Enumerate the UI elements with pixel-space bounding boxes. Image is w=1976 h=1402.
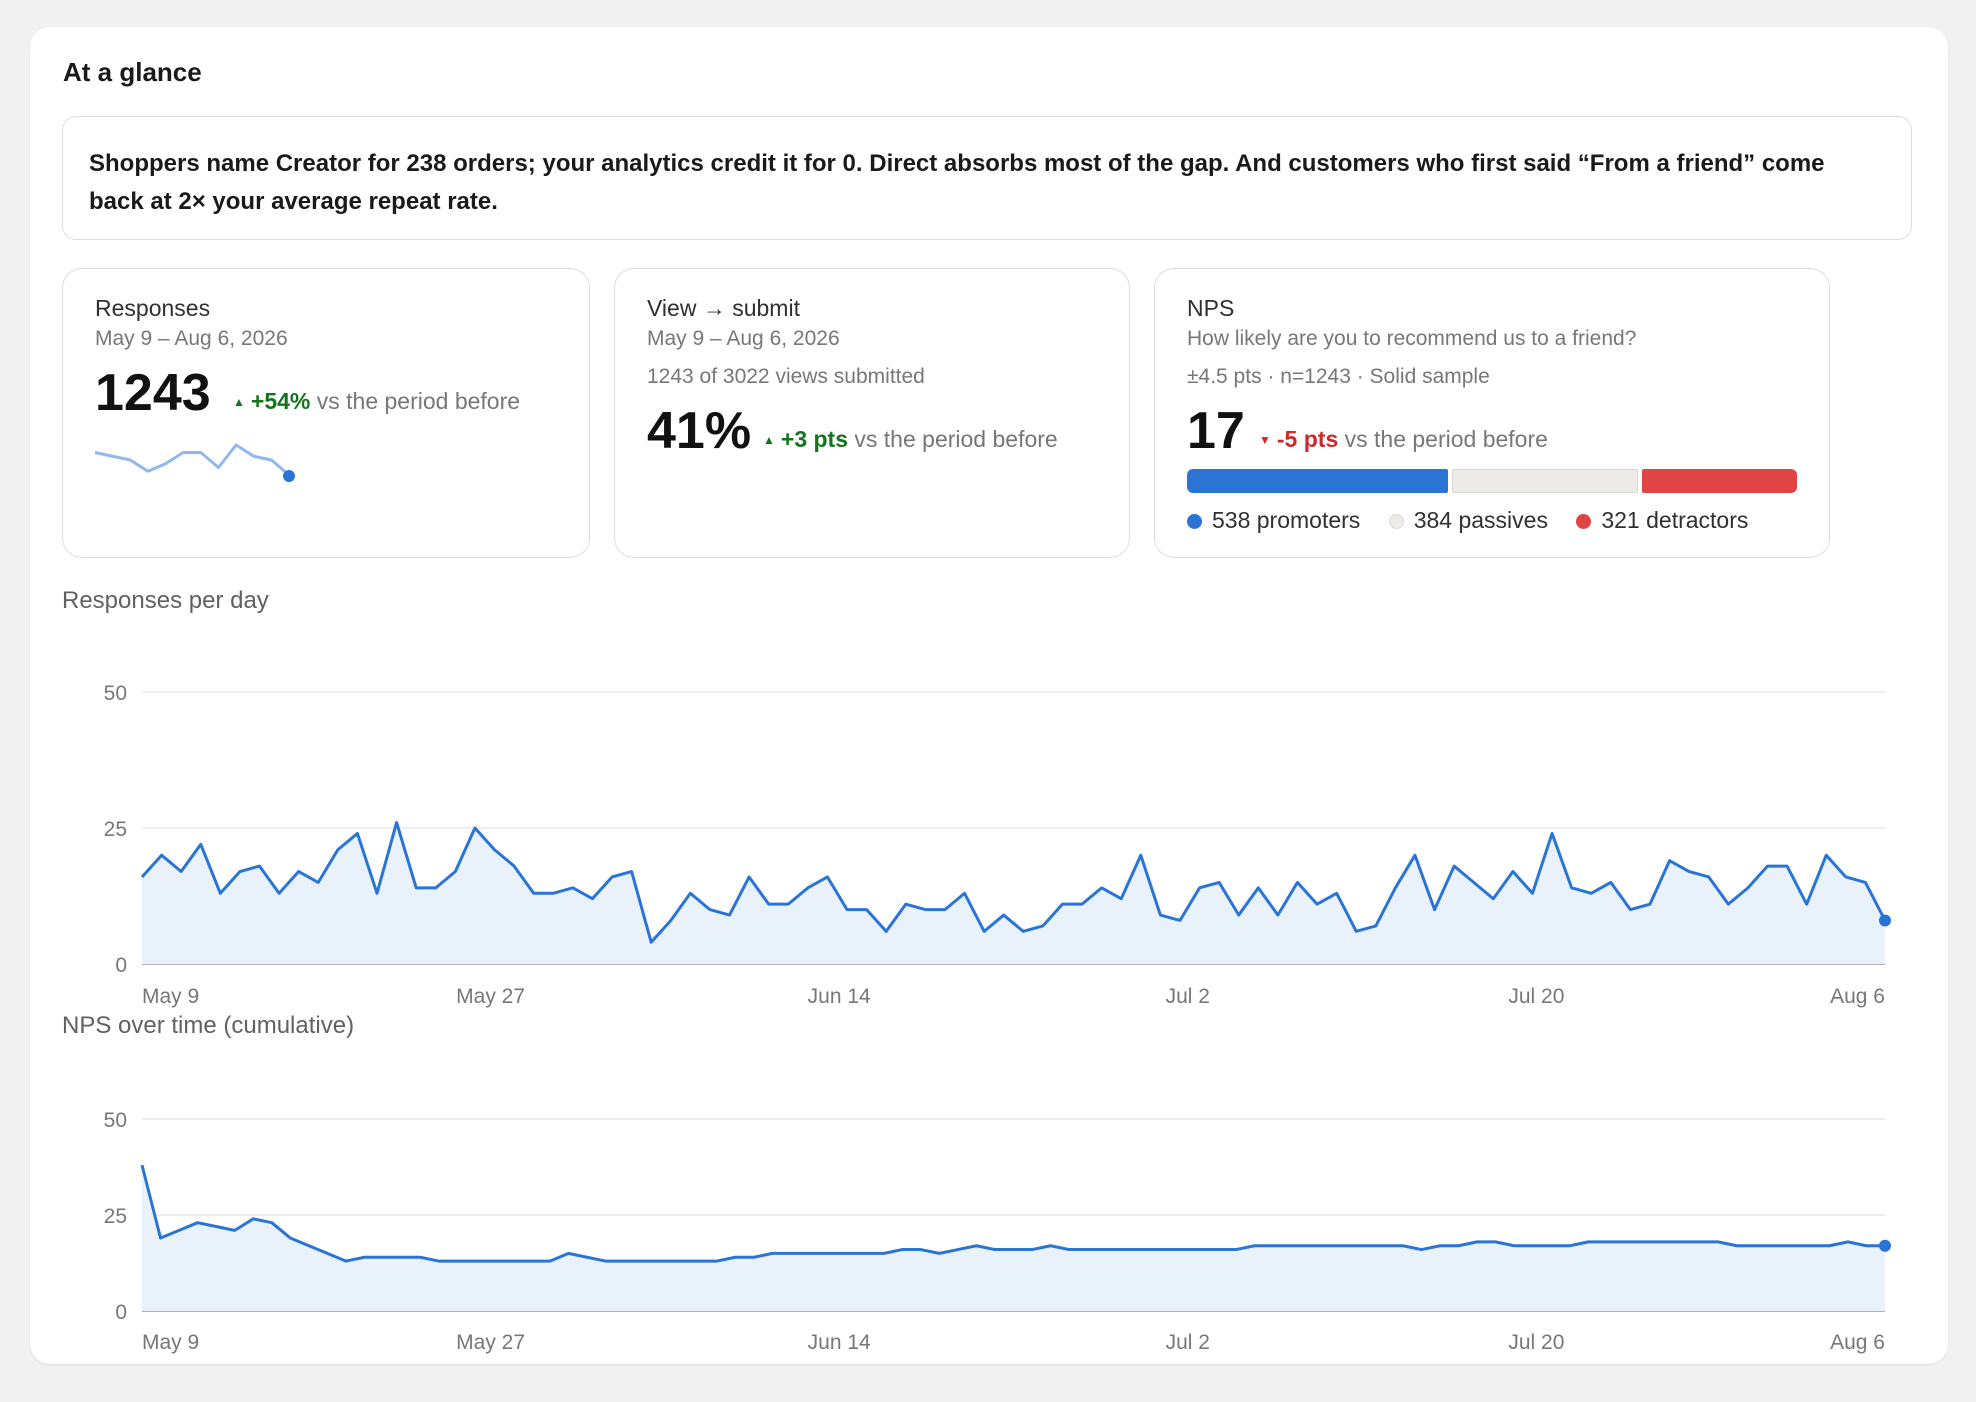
sparkline-last-point <box>283 470 295 482</box>
stat-label: NPS <box>1187 295 1235 321</box>
delta-value: +54% <box>250 388 311 414</box>
legend-detractors: 321 detractors <box>1576 507 1748 533</box>
summary-text: Shoppers name Creator for 238 orders; yo… <box>89 150 1825 215</box>
x-tick-label: May 27 <box>456 1331 525 1354</box>
responses-sparkline <box>94 443 295 482</box>
stat-card-nps: NPS How likely are you to recommend us t… <box>1154 268 1830 558</box>
legend-label: 384 passives <box>1413 507 1548 533</box>
passives-dot-icon <box>1388 514 1404 529</box>
triangle-up-icon: ▲ <box>233 395 245 409</box>
last-point <box>1879 1239 1891 1252</box>
y-tick-label: 50 <box>104 682 127 705</box>
y-tick-label: 0 <box>115 954 127 977</box>
x-tick-label: May 9 <box>142 1331 199 1354</box>
stat-label: View → submit <box>647 295 800 321</box>
stat-date-range: May 9 – Aug 6, 2026 <box>95 327 288 350</box>
stat-delta: ▲ +3 pts vs the period before <box>763 426 1058 453</box>
stat-card-responses: Responses May 9 – Aug 6, 2026 1243 ▲ +54%… <box>62 268 590 558</box>
detractors-segment <box>1641 469 1797 493</box>
y-tick-label: 25 <box>104 818 127 841</box>
detractors-dot-icon <box>1576 514 1592 529</box>
stat-value: 17 <box>1187 402 1245 460</box>
section-title: At a glance <box>63 57 202 87</box>
delta-suffix: vs the period before <box>316 388 521 414</box>
delta-up: ▲ +54% <box>233 388 310 414</box>
summary-callout: Shoppers name Creator for 238 orders; yo… <box>62 116 1912 240</box>
stat-date-range: May 9 – Aug 6, 2026 <box>647 327 840 350</box>
x-tick-label: Jul 20 <box>1508 985 1564 1008</box>
y-tick-label: 50 <box>104 1109 127 1132</box>
delta-suffix: vs the period before <box>1344 426 1548 452</box>
responses-per-day-chart: 0 25 50 May 9 May 27 Jun 14 Jul 2 Jul 20 Aug 6 <box>104 682 1891 1008</box>
delta-value: +3 pts <box>780 426 849 452</box>
x-tick-label: May 9 <box>142 985 199 1008</box>
last-point <box>1879 914 1891 927</box>
x-tick-label: Jun 14 <box>808 985 871 1008</box>
nps-question: How likely are you to recommend us to a … <box>1187 327 1637 350</box>
legend-promoters: 538 promoters <box>1187 507 1360 533</box>
x-tick-label: May 27 <box>456 985 525 1008</box>
at-a-glance-card: At a glance Shoppers name Creator for 23… <box>30 27 1948 1364</box>
nps-legend: 538 promoters 384 passives 321 detractor… <box>1187 507 1770 534</box>
chart-title-nps-over-time: NPS over time (cumulative) <box>62 1012 355 1039</box>
legend-label: 538 promoters <box>1212 507 1361 533</box>
y-tick-label: 0 <box>115 1301 127 1324</box>
triangle-up-icon: ▲ <box>763 433 775 447</box>
stat-detail: 1243 of 3022 views submitted <box>647 365 925 388</box>
x-tick-label: Jul 2 <box>1166 1331 1210 1354</box>
series-line <box>140 821 1887 944</box>
passives-segment <box>1451 469 1638 493</box>
x-tick-label: Aug 6 <box>1830 1331 1885 1354</box>
chart-title-responses-per-day: Responses per day <box>62 587 269 614</box>
triangle-down-icon: ▼ <box>1259 433 1271 447</box>
y-tick-label: 25 <box>104 1205 127 1228</box>
delta-suffix: vs the period before <box>854 426 1058 452</box>
nps-breakdown-bar <box>1187 469 1797 493</box>
promoters-dot-icon <box>1187 514 1202 529</box>
nps-over-time-chart: 0 25 50 May 9 May 27 Jun 14 Jul 2 Jul 20 Aug 6 <box>104 1109 1891 1354</box>
delta-down: ▼ -5 pts <box>1259 426 1338 452</box>
stat-value: 41% <box>647 402 752 460</box>
sparkline-line <box>94 443 290 477</box>
stat-value: 1243 <box>95 364 211 422</box>
x-tick-label: Jul 2 <box>1166 985 1210 1008</box>
stat-card-submit-rate: View → submit May 9 – Aug 6, 2026 1243 o… <box>614 268 1130 558</box>
series-area <box>142 822 1885 964</box>
stat-delta: ▲ +54% vs the period before <box>233 388 520 415</box>
stat-label: Responses <box>95 295 211 321</box>
x-tick-label: Jul 20 <box>1508 1331 1564 1354</box>
stat-delta: ▼ -5 pts vs the period before <box>1259 426 1548 453</box>
nps-detail: ±4.5 pts · n=1243 · Solid sample <box>1187 365 1490 388</box>
series-line <box>140 1164 1885 1263</box>
x-tick-label: Aug 6 <box>1830 985 1885 1008</box>
series-area <box>142 1165 1885 1311</box>
x-tick-label: Jun 14 <box>808 1331 871 1354</box>
promoters-segment <box>1187 469 1448 493</box>
legend-label: 321 detractors <box>1601 507 1749 533</box>
delta-value: -5 pts <box>1276 426 1339 452</box>
legend-passives: 384 passives <box>1388 507 1548 533</box>
delta-up: ▲ +3 pts <box>763 426 848 452</box>
